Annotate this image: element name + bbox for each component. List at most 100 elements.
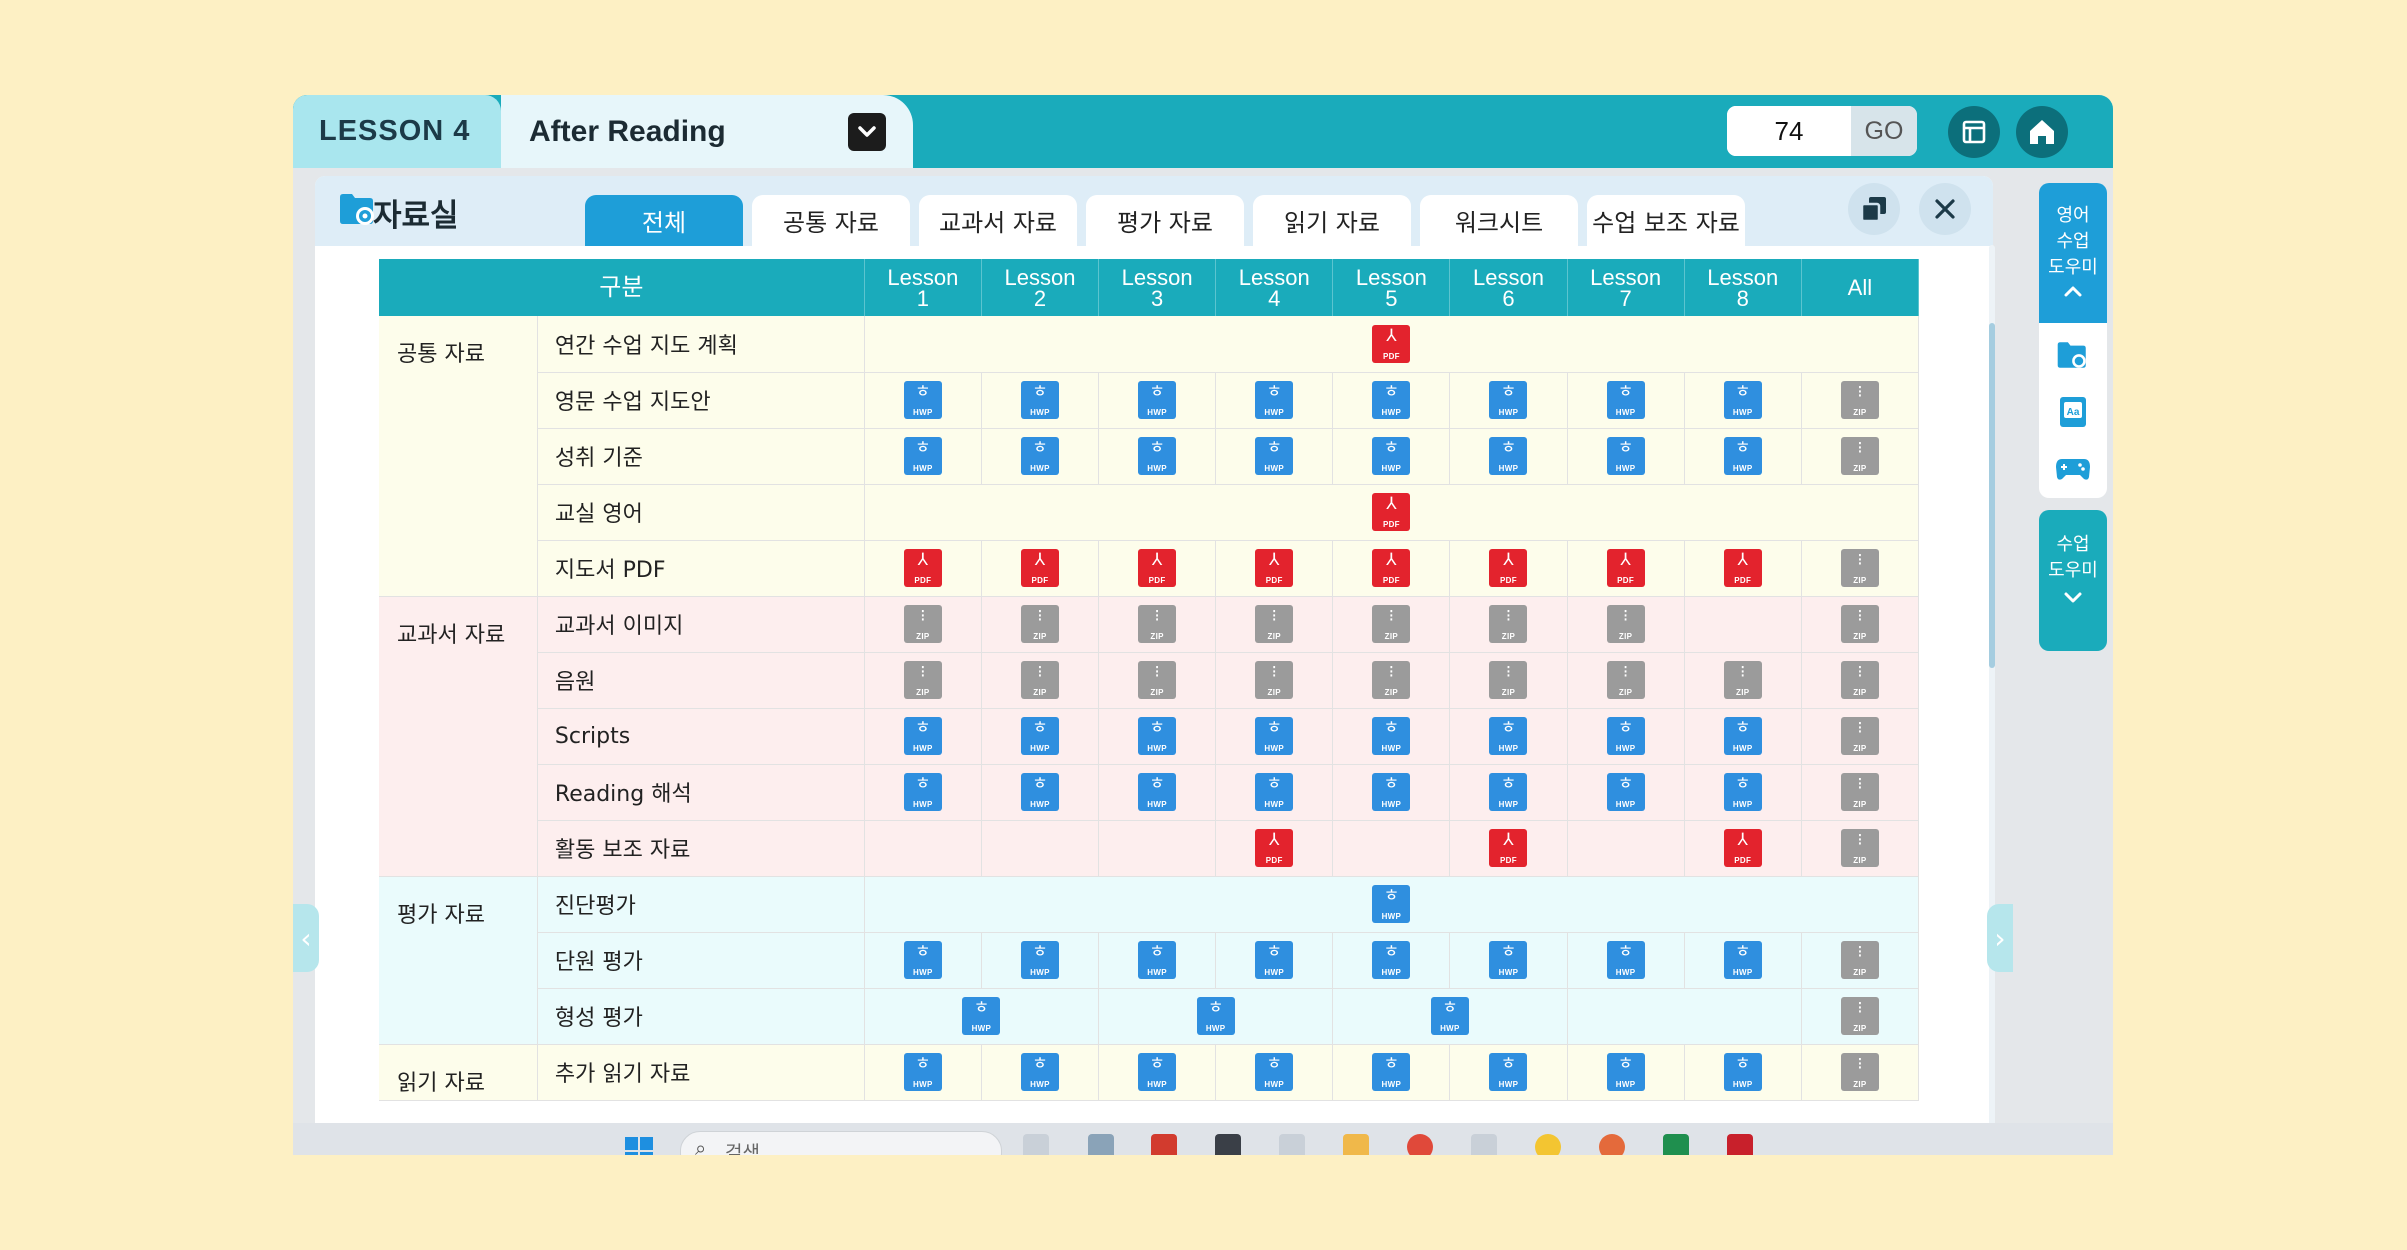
hwp-file-icon[interactable]: ㅎ HWP [1020,437,1059,475]
hwp-file-icon[interactable]: ㅎ HWP [903,941,942,979]
hwp-file-icon[interactable]: ㅎ HWP [1723,1053,1762,1091]
zip-file-icon[interactable]: ⁝ ZIP [1489,661,1528,699]
zip-file-icon[interactable]: ⁝ ZIP [1606,605,1645,643]
pdf-file-icon[interactable]: ⅄ PDF [1255,829,1294,867]
prev-page-button[interactable]: ‹ [293,904,319,972]
hwp-file-icon[interactable]: ㅎ HWP [1372,1053,1411,1091]
zip-file-icon[interactable]: ⁝ ZIP [1840,661,1879,699]
zip-file-icon[interactable]: ⁝ ZIP [1840,717,1879,755]
hwp-file-icon[interactable]: ㅎ HWP [1138,717,1177,755]
taskbar-app-icon[interactable] [1151,1134,1177,1155]
hwp-file-icon[interactable]: ㅎ HWP [1020,381,1059,419]
english-helper-toggle[interactable]: 영어 수업 도우미 [2039,183,2107,323]
page-number-input[interactable] [1727,106,1851,156]
hwp-file-icon[interactable]: ㅎ HWP [1020,773,1059,811]
zip-file-icon[interactable]: ⁝ ZIP [1840,549,1879,587]
pdf-file-icon[interactable]: ⅄ PDF [1723,549,1762,587]
hwp-file-icon[interactable]: ㅎ HWP [1430,997,1469,1035]
hwp-file-icon[interactable]: ㅎ HWP [1372,941,1411,979]
close-button[interactable] [1919,183,1971,235]
hwp-file-icon[interactable]: ㅎ HWP [1723,773,1762,811]
hwp-file-icon[interactable]: ㅎ HWP [1489,381,1528,419]
zip-file-icon[interactable]: ⁝ ZIP [1840,773,1879,811]
hwp-file-icon[interactable]: ㅎ HWP [1606,941,1645,979]
hwp-file-icon[interactable]: ㅎ HWP [903,381,942,419]
hwp-file-icon[interactable]: ㅎ HWP [1138,381,1177,419]
hwp-file-icon[interactable]: ㅎ HWP [1489,1053,1528,1091]
zip-file-icon[interactable]: ⁝ ZIP [1020,661,1059,699]
pdf-file-icon[interactable]: ⅄ PDF [1489,549,1528,587]
zip-file-icon[interactable]: ⁝ ZIP [1606,661,1645,699]
tab-all[interactable]: 전체 [585,195,743,246]
tab-class-support[interactable]: 수업 보조 자료 [1587,195,1745,246]
hwp-file-icon[interactable]: ㅎ HWP [1606,773,1645,811]
pdf-file-icon[interactable]: ⅄ PDF [1372,324,1411,363]
hwp-file-icon[interactable]: ㅎ HWP [1020,717,1059,755]
hwp-file-icon[interactable]: ㅎ HWP [1489,717,1528,755]
zip-file-icon[interactable]: ⁝ ZIP [1372,661,1411,699]
zip-file-icon[interactable]: ⁝ ZIP [1489,605,1528,643]
hwp-file-icon[interactable]: ㅎ HWP [903,1053,942,1091]
taskbar-app-icon[interactable] [1023,1134,1049,1155]
hwp-file-icon[interactable]: ㅎ HWP [1138,773,1177,811]
scrollbar-track[interactable] [1989,245,1995,1145]
pdf-file-icon[interactable]: ⅄ PDF [903,549,942,587]
zip-file-icon[interactable]: ⁝ ZIP [1840,437,1879,475]
hwp-file-icon[interactable]: ㅎ HWP [1489,941,1528,979]
hwp-file-icon[interactable]: ㅎ HWP [1723,941,1762,979]
hwp-file-icon[interactable]: ㅎ HWP [1255,381,1294,419]
next-page-button[interactable]: › [1987,904,2013,972]
zip-file-icon[interactable]: ⁝ ZIP [1255,605,1294,643]
hwp-file-icon[interactable]: ㅎ HWP [1723,381,1762,419]
window-toggle-button[interactable] [1848,183,1900,235]
section-dropdown-button[interactable] [848,113,886,151]
pdf-file-icon[interactable]: ⅄ PDF [1255,549,1294,587]
taskbar-app-icon[interactable] [1088,1134,1114,1155]
gamepad-icon[interactable] [2054,453,2092,483]
hwp-file-icon[interactable]: ㅎ HWP [962,997,1001,1035]
zip-file-icon[interactable]: ⁝ ZIP [1138,661,1177,699]
taskbar-search[interactable]: ⌕ 검색 [680,1131,1002,1155]
pdf-file-icon[interactable]: ⅄ PDF [1138,549,1177,587]
zip-file-icon[interactable]: ⁝ ZIP [903,661,942,699]
taskbar-app-icon[interactable] [1727,1134,1753,1155]
hwp-file-icon[interactable]: ㅎ HWP [1020,941,1059,979]
zip-file-icon[interactable]: ⁝ ZIP [903,605,942,643]
hwp-file-icon[interactable]: ㅎ HWP [1255,717,1294,755]
home-button[interactable] [2016,106,2068,158]
taskbar-folder-icon[interactable] [1343,1134,1369,1155]
hwp-file-icon[interactable]: ㅎ HWP [1489,437,1528,475]
zip-file-icon[interactable]: ⁝ ZIP [1840,605,1879,643]
folder-icon[interactable] [2056,338,2090,372]
hwp-file-icon[interactable]: ㅎ HWP [1138,1053,1177,1091]
hwp-file-icon[interactable]: ㅎ HWP [1196,997,1235,1035]
zip-file-icon[interactable]: ⁝ ZIP [1840,1053,1879,1091]
go-button[interactable]: GO [1851,106,1917,156]
hwp-file-icon[interactable]: ㅎ HWP [1020,1053,1059,1091]
hwp-file-icon[interactable]: ㅎ HWP [1372,381,1411,419]
taskbar-excel-icon[interactable] [1663,1134,1689,1155]
hwp-file-icon[interactable]: ㅎ HWP [1489,773,1528,811]
tab-evaluation[interactable]: 평가 자료 [1086,195,1244,246]
pdf-file-icon[interactable]: ⅄ PDF [1372,549,1411,587]
zip-file-icon[interactable]: ⁝ ZIP [1138,605,1177,643]
hwp-file-icon[interactable]: ㅎ HWP [1372,717,1411,755]
zip-file-icon[interactable]: ⁝ ZIP [1372,605,1411,643]
tab-reading[interactable]: 읽기 자료 [1253,195,1411,246]
hwp-file-icon[interactable]: ㅎ HWP [1372,437,1411,475]
hwp-file-icon[interactable]: ㅎ HWP [1606,717,1645,755]
zip-file-icon[interactable]: ⁝ ZIP [1840,941,1879,979]
taskbar-app-icon[interactable] [1599,1134,1625,1155]
tab-common[interactable]: 공통 자료 [752,195,910,246]
tab-worksheet[interactable]: 워크시트 [1420,195,1578,246]
tab-textbook[interactable]: 교과서 자료 [919,195,1077,246]
hwp-file-icon[interactable]: ㅎ HWP [1138,941,1177,979]
taskbar-app-icon[interactable] [1535,1134,1561,1155]
zip-file-icon[interactable]: ⁝ ZIP [1840,997,1879,1035]
scrollbar-thumb[interactable] [1989,323,1995,668]
pdf-file-icon[interactable]: ⅄ PDF [1372,493,1411,531]
zip-file-icon[interactable]: ⁝ ZIP [1255,661,1294,699]
hwp-file-icon[interactable]: ㅎ HWP [1723,437,1762,475]
pdf-file-icon[interactable]: ⅄ PDF [1020,549,1059,587]
zip-file-icon[interactable]: ⁝ ZIP [1723,661,1762,699]
